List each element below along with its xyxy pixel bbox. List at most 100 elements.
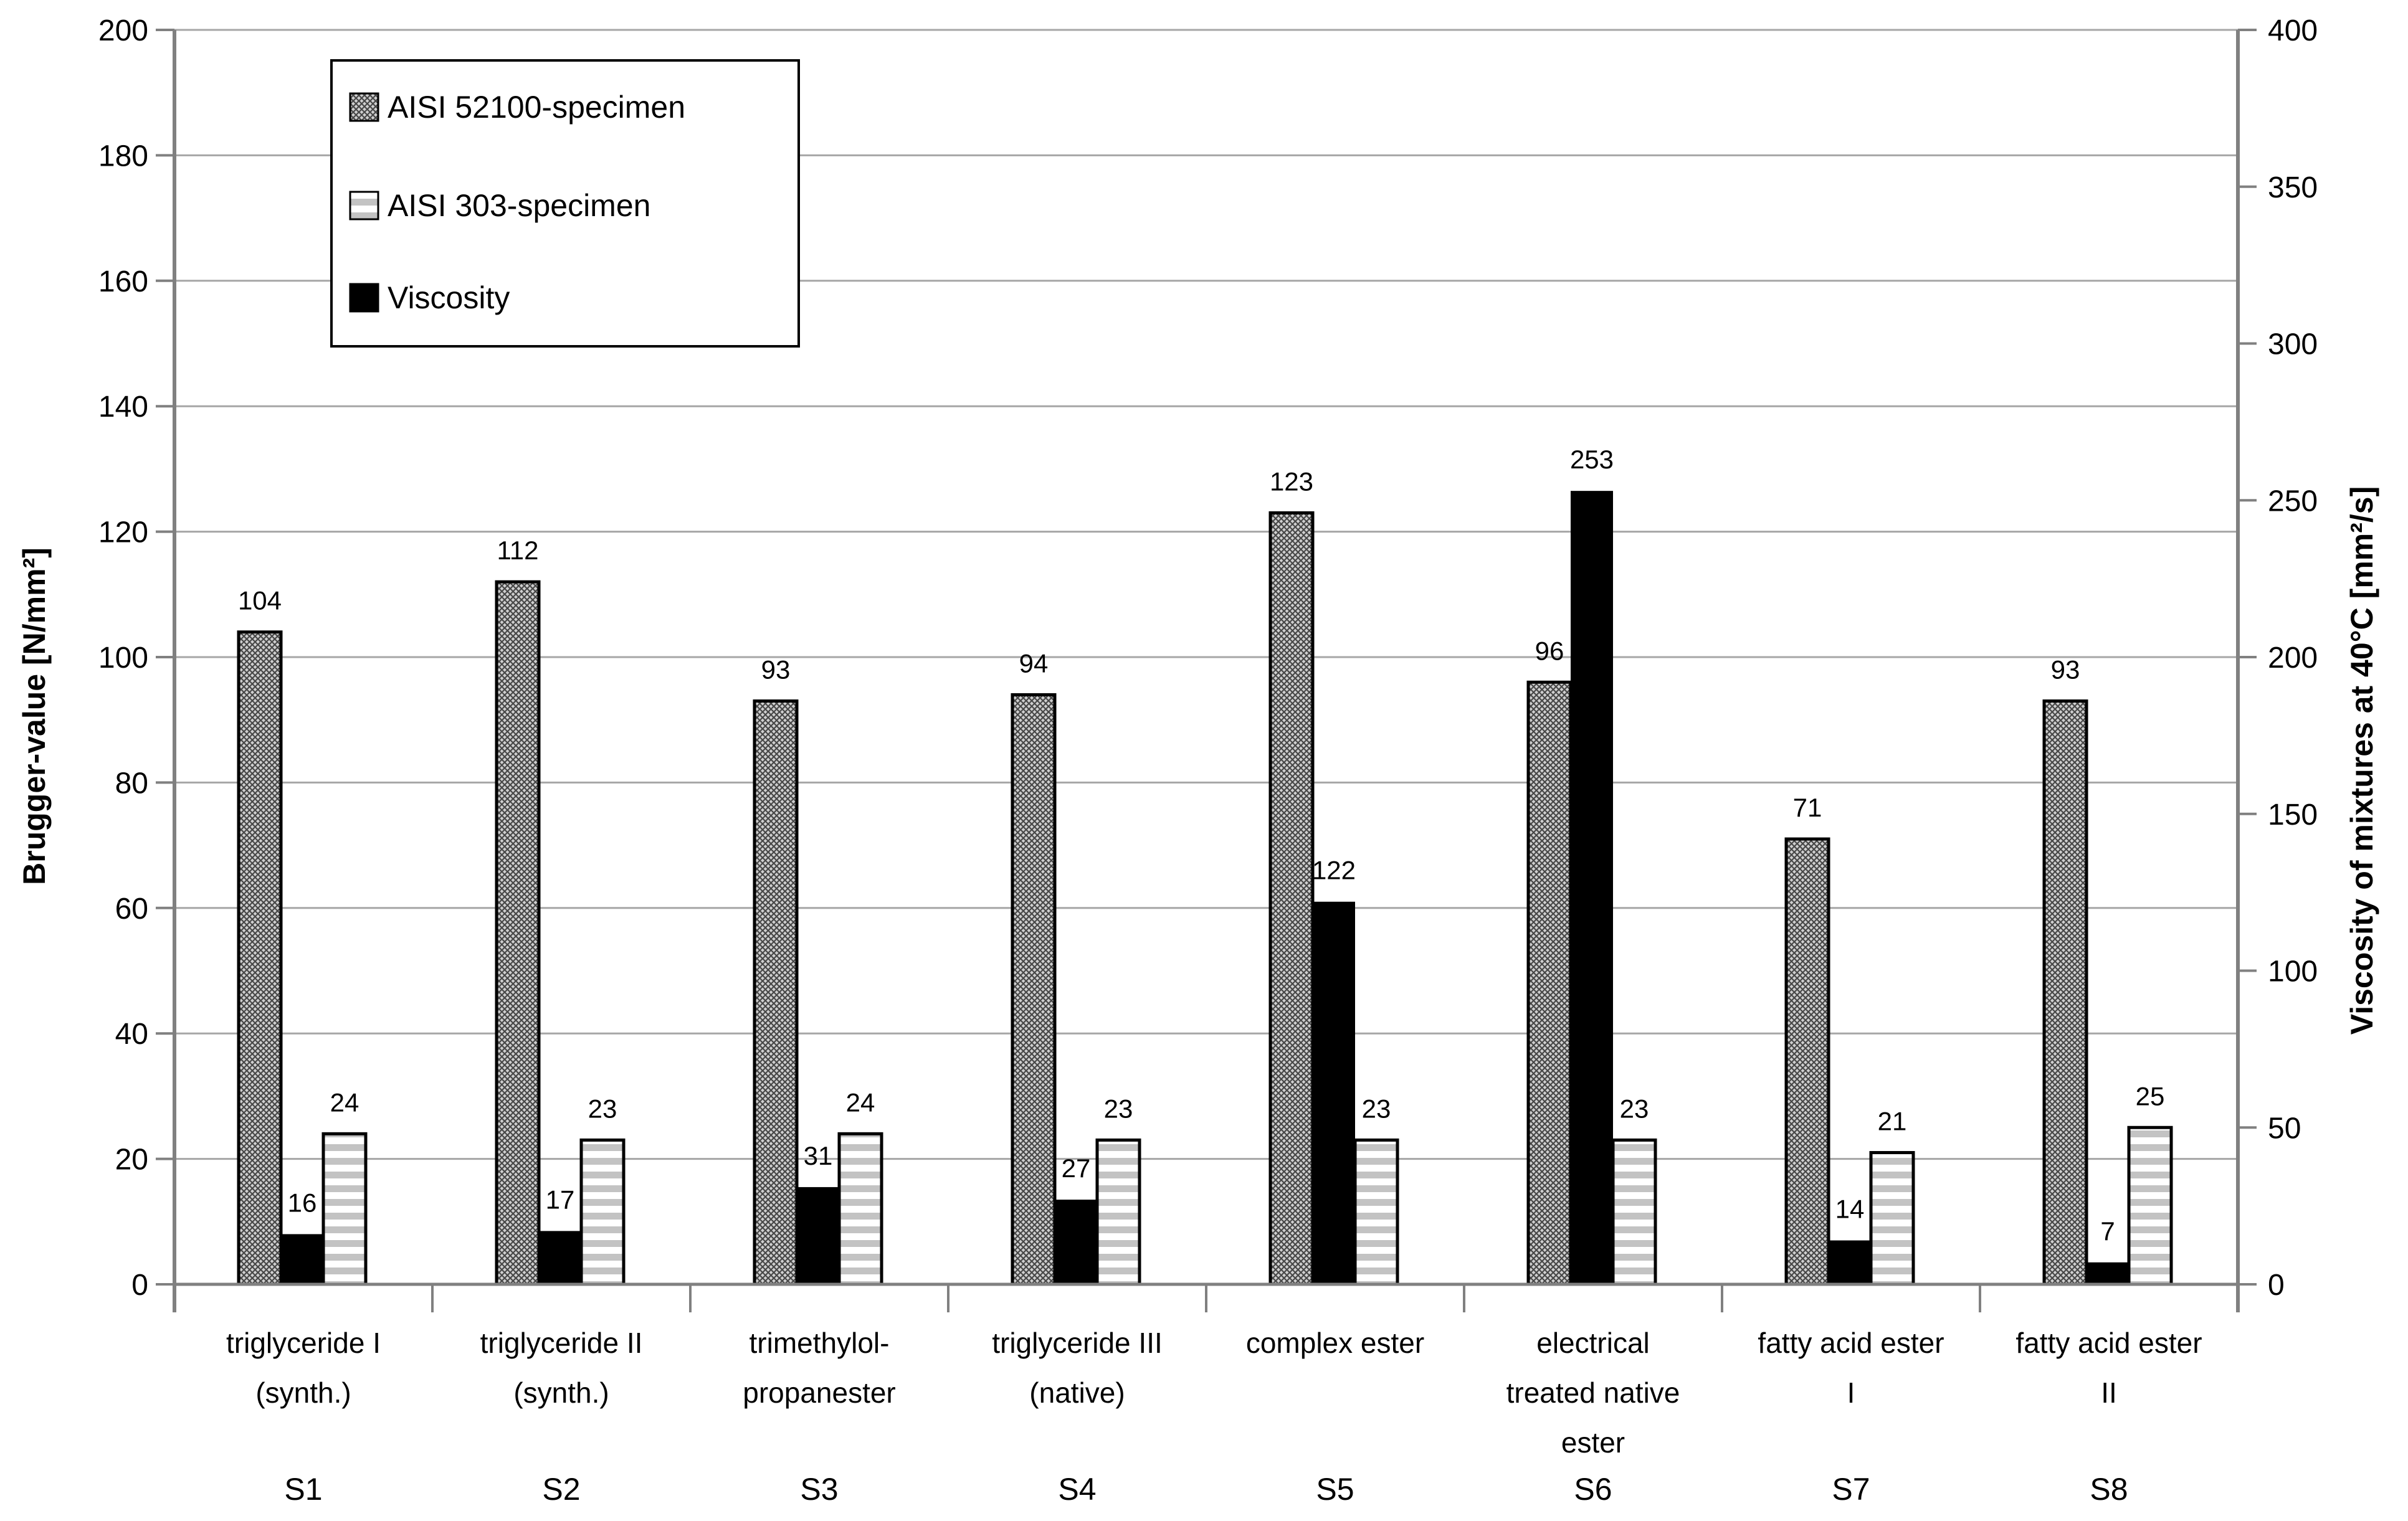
category-label-line: triglyceride III <box>992 1327 1163 1359</box>
bar-viscosity-s8 <box>2087 1262 2129 1284</box>
category-label-line: trimethylol- <box>750 1327 890 1359</box>
category-code: S6 <box>1574 1472 1612 1507</box>
left-tick-label: 0 <box>131 1269 148 1302</box>
legend: AISI 52100-specimen AISI 303-specimen Visc… <box>330 59 800 348</box>
left-tick-label: 20 <box>115 1144 148 1177</box>
category-label-line: propanester <box>743 1376 896 1409</box>
axis-lines-and-ticks <box>156 29 2257 1312</box>
right-tick-label: 50 <box>2268 1112 2301 1145</box>
value-label: 17 <box>546 1185 575 1214</box>
right-tick-label: 150 <box>2268 798 2318 832</box>
value-label: 23 <box>1362 1094 1391 1123</box>
legend-swatch-solid-icon <box>349 283 379 313</box>
value-label: 253 <box>1570 445 1614 474</box>
category-label-line: fatty acid ester <box>2015 1327 2202 1359</box>
value-label: 23 <box>588 1094 617 1123</box>
category-label-line: (synth.) <box>255 1376 351 1409</box>
category-label-line: complex ester <box>1246 1327 1424 1359</box>
value-label: 24 <box>846 1087 875 1117</box>
value-label: 25 <box>2136 1081 2165 1111</box>
category-code: S5 <box>1316 1472 1354 1507</box>
value-label: 93 <box>761 655 791 684</box>
bar-aisi-52100-specimen-s6 <box>1526 680 1573 1286</box>
right-tick-labels: 0 50 100 150 200 250 300 350 400 <box>2268 14 2318 1302</box>
right-tick-label: 300 <box>2268 328 2318 361</box>
category-label-line: (synth.) <box>513 1376 609 1409</box>
bar-aisi-52100-specimen-s2 <box>495 580 541 1286</box>
bar-viscosity-s1 <box>281 1234 323 1284</box>
legend-swatch-crosshatch-icon <box>349 92 379 122</box>
value-label: 93 <box>2051 655 2080 684</box>
bar-aisi-303-specimen-s6 <box>1611 1138 1657 1286</box>
bar-aisi-52100-specimen-s7 <box>1784 837 1830 1286</box>
bar-aisi-52100-specimen-s1 <box>237 630 283 1286</box>
left-tick-label: 180 <box>98 140 148 173</box>
right-tick-label: 400 <box>2268 14 2318 47</box>
category-label-line: ester <box>1561 1426 1625 1459</box>
bar-aisi-303-specimen-s2 <box>579 1138 626 1286</box>
bar-viscosity-s5 <box>1313 901 1355 1284</box>
value-labels: 104 112 93 94 123 96 71 93 24 23 24 23 23 23 21 25 16 17 3… <box>238 445 2164 1246</box>
bar-viscosity-s6 <box>1571 491 1613 1284</box>
category-label-line: (native) <box>1029 1376 1125 1409</box>
category-label-line: electrical <box>1536 1327 1650 1359</box>
value-label: 7 <box>2100 1216 2115 1246</box>
category-label-line: I <box>1847 1376 1855 1409</box>
right-tick-label: 0 <box>2268 1269 2285 1302</box>
value-label: 24 <box>330 1087 359 1117</box>
bar-viscosity-s2 <box>539 1231 581 1284</box>
value-label: 94 <box>1019 648 1049 678</box>
left-tick-label: 140 <box>98 391 148 424</box>
value-label: 122 <box>1312 856 1356 885</box>
bar-aisi-52100-specimen-s3 <box>753 699 799 1286</box>
left-tick-labels: 0 20 40 60 80 100 120 140 160 180 200 <box>98 14 148 1302</box>
category-label-line: fatty acid ester <box>1758 1327 1944 1359</box>
right-tick-label: 100 <box>2268 955 2318 988</box>
value-label: 16 <box>288 1188 317 1217</box>
legend-box <box>330 59 800 348</box>
value-label: 123 <box>1270 467 1313 496</box>
category-label-line: II <box>2101 1376 2117 1409</box>
right-axis-title: Viscosity of mixtures at 40°C [mm²/s] <box>2344 486 2379 1035</box>
category-label-line: triglyceride II <box>480 1327 643 1359</box>
category-label-line: triglyceride I <box>226 1327 381 1359</box>
right-tick-label: 200 <box>2268 642 2318 675</box>
bar-series <box>237 491 2173 1286</box>
category-code: S3 <box>800 1472 838 1507</box>
bar-aisi-303-specimen-s4 <box>1095 1138 1141 1286</box>
left-tick-label: 100 <box>98 642 148 675</box>
left-tick-label: 80 <box>115 767 148 800</box>
category-code: S7 <box>1832 1472 1870 1507</box>
left-tick-label: 200 <box>98 14 148 47</box>
category-label-line: treated native <box>1506 1376 1680 1409</box>
bar-aisi-52100-specimen-s5 <box>1268 511 1315 1286</box>
left-tick-label: 40 <box>115 1018 148 1051</box>
right-tick-label: 350 <box>2268 171 2318 204</box>
value-label: 31 <box>804 1141 833 1170</box>
left-tick-label: 160 <box>98 265 148 298</box>
left-tick-label: 120 <box>98 516 148 549</box>
bar-viscosity-s4 <box>1055 1200 1097 1284</box>
category-code: S2 <box>542 1472 580 1507</box>
bar-aisi-303-specimen-s7 <box>1869 1151 1915 1286</box>
left-tick-label: 60 <box>115 893 148 926</box>
right-tick-label: 250 <box>2268 485 2318 518</box>
bar-viscosity-s3 <box>797 1187 839 1284</box>
legend-swatch-stripes-icon <box>349 191 379 220</box>
legend-label: AISI 303-specimen <box>388 188 650 223</box>
left-axis-title: Brugger-value [N/mm²] <box>17 547 52 885</box>
value-label: 27 <box>1062 1154 1091 1183</box>
bar-viscosity-s7 <box>1829 1240 1871 1284</box>
legend-label: AISI 52100-specimen <box>388 90 685 125</box>
value-label: 112 <box>497 536 539 565</box>
bar-aisi-52100-specimen-s4 <box>1011 693 1057 1286</box>
category-code: S8 <box>2090 1472 2128 1507</box>
bar-aisi-303-specimen-s8 <box>2127 1125 2173 1286</box>
bar-aisi-52100-specimen-s8 <box>2042 699 2088 1286</box>
bar-aisi-303-specimen-s5 <box>1353 1138 1399 1286</box>
value-label: 14 <box>1835 1195 1865 1224</box>
bar-aisi-303-specimen-s1 <box>321 1132 368 1286</box>
value-label: 23 <box>1620 1094 1649 1123</box>
